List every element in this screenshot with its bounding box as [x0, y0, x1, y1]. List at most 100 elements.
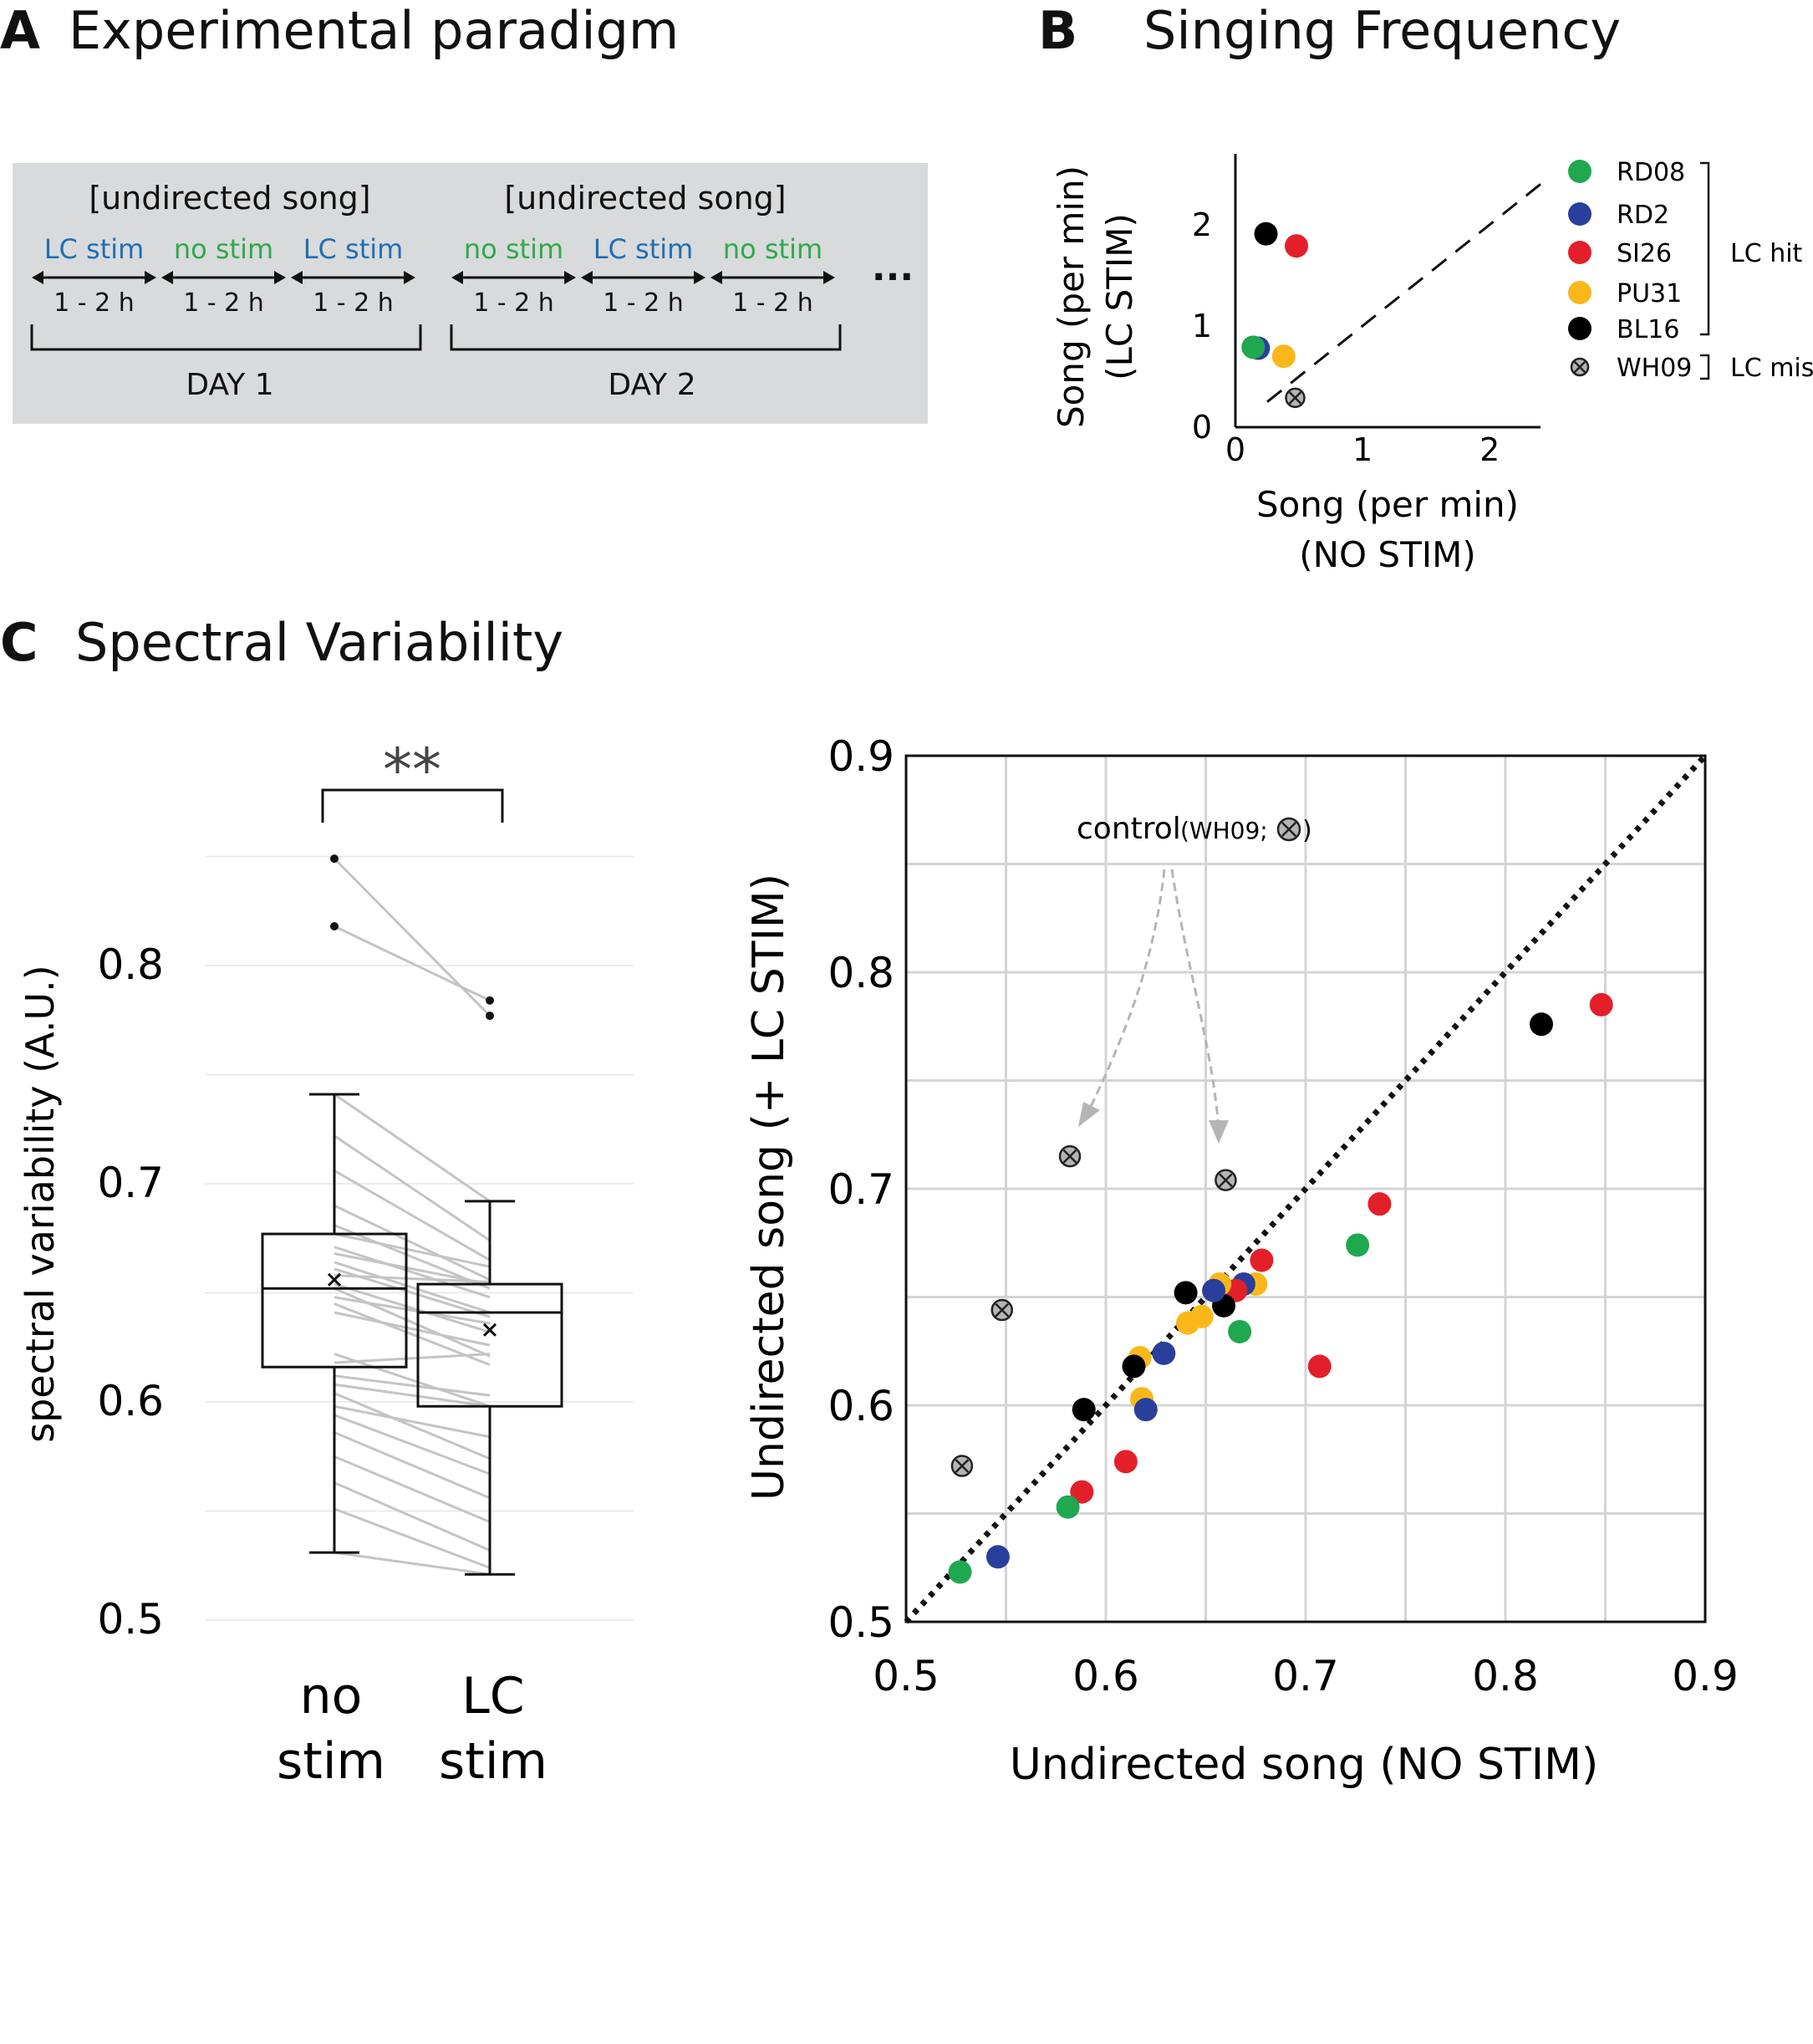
paired-line [334, 1134, 491, 1242]
data-point-wh09 [1285, 387, 1306, 409]
legend-marker [1568, 317, 1591, 340]
paired-line [334, 1481, 491, 1552]
panel-letter-a: A [0, 0, 40, 61]
data-point-pu31 [1175, 1311, 1199, 1335]
paired-line [334, 1551, 491, 1576]
y-tick-label: 0.6 [828, 1382, 894, 1430]
box [261, 1232, 408, 1369]
plot-frame [904, 754, 1707, 1623]
outlier-point [330, 922, 339, 931]
data-point-pu31 [1271, 344, 1296, 369]
paired-line [334, 1287, 491, 1358]
data-point-wh09 [1058, 1144, 1082, 1168]
data-point-rd08 [1241, 335, 1266, 359]
outlier-point [330, 854, 339, 864]
annotation-arrowhead [1209, 1120, 1229, 1144]
annotation-arrowhead [1078, 1102, 1100, 1127]
paired-line [334, 1296, 491, 1325]
legend-group-bracket [1700, 161, 1710, 336]
data-point-bl16 [1122, 1354, 1146, 1379]
outlier-point [486, 996, 494, 1005]
annotation-text: control [1077, 812, 1181, 846]
paired-line [334, 1353, 491, 1408]
data-point-rd08 [1346, 1233, 1370, 1257]
paired-line [334, 1261, 491, 1314]
y-axis-label: (LC STIM) [1099, 213, 1140, 380]
y-tick-label: 0.8 [97, 940, 164, 989]
data-point-wh09 [1215, 1169, 1237, 1191]
x-tick-label: 0.9 [1672, 1652, 1739, 1700]
paired-line [333, 858, 491, 1017]
data-point-rd08 [948, 1560, 972, 1584]
annotation-arrow [1170, 869, 1220, 1129]
paired-line [334, 1252, 491, 1286]
y-tick-label: 0.5 [828, 1598, 894, 1647]
legend-marker [1570, 357, 1590, 377]
category-label: stim [277, 1732, 385, 1791]
category-label: stim [439, 1732, 547, 1791]
paired-line [334, 1170, 491, 1262]
x-tick-label: 2 [1479, 431, 1500, 468]
x-axis-label: (NO STIM) [1299, 534, 1476, 575]
data-point-rd2 [1202, 1278, 1226, 1302]
paired-line [334, 1353, 491, 1364]
legend-marker [1568, 160, 1591, 183]
data-point-si26 [1367, 1192, 1392, 1216]
y-axis-label-group: Undirected song (+ LC STIM) [744, 874, 794, 1501]
legend-label: RD2 [1617, 201, 1669, 230]
mean-marker [327, 1272, 342, 1287]
y-axis-label: spectral variability (A.U.) [18, 965, 63, 1442]
data-point-bl16 [1072, 1398, 1096, 1422]
y-axis-label-group: Song (per min) (LC STIM) [1051, 166, 1140, 428]
legend-label: BL16 [1617, 315, 1679, 344]
data-point-si26 [1589, 992, 1613, 1017]
data-point-si26 [1250, 1248, 1274, 1272]
paired-line [334, 925, 491, 1002]
significance-bracket [321, 788, 504, 823]
legend-label: SI26 [1617, 239, 1672, 268]
data-point-si26 [1285, 234, 1308, 258]
data-point-si26 [1307, 1354, 1332, 1379]
y-axis-label: Undirected song (+ LC STIM) [744, 874, 794, 1501]
significance-label: ** [383, 736, 441, 804]
data-point-bl16 [1254, 222, 1278, 246]
x-axis-label: Undirected song (NO STIM) [1010, 1740, 1599, 1790]
outlier-point [486, 1012, 494, 1021]
data-point-bl16 [1530, 1012, 1554, 1037]
diagonal-line [904, 753, 1708, 1624]
y-tick-label: 0.8 [828, 949, 894, 997]
experimental-paradigm-box [13, 163, 928, 424]
y-tick-label: 2 [1192, 206, 1212, 243]
annotation-marker [1276, 817, 1301, 842]
data-point-bl16 [1174, 1281, 1198, 1305]
y-tick-label: 0.5 [97, 1595, 164, 1644]
legend-group-label: LC hit [1730, 239, 1803, 268]
x-axis-label: Song (per min) [1256, 484, 1519, 525]
panel-letter-b: B [1038, 0, 1078, 61]
category-label: no [300, 1667, 363, 1725]
x-tick-label: 0.5 [873, 1652, 940, 1700]
data-point-rd08 [1056, 1495, 1080, 1519]
paired-line [334, 1232, 491, 1268]
legend-label: WH09 [1617, 354, 1692, 383]
x-tick-label: 0.8 [1472, 1652, 1539, 1700]
data-point-rd2 [1133, 1398, 1158, 1422]
legend-marker [1568, 241, 1591, 264]
data-point-rd08 [1228, 1319, 1252, 1343]
paired-line [334, 1404, 491, 1439]
paired-line [334, 1383, 491, 1408]
paired-line [334, 1246, 491, 1299]
legend-group-label: LC miss [1730, 354, 1813, 383]
paired-line [334, 1374, 491, 1397]
paired-line [334, 1282, 491, 1333]
paired-line [334, 1455, 491, 1523]
y-axis-label: Song (per min) [1051, 166, 1092, 428]
y-tick-label: 0.9 [828, 732, 894, 781]
y-tick-label: 1 [1192, 308, 1212, 344]
x-tick-label: 0.6 [1072, 1652, 1139, 1700]
paired-line [334, 1204, 491, 1282]
panel-title-a: Experimental paradigm [69, 0, 680, 61]
y-tick-label: 0.6 [97, 1377, 164, 1425]
